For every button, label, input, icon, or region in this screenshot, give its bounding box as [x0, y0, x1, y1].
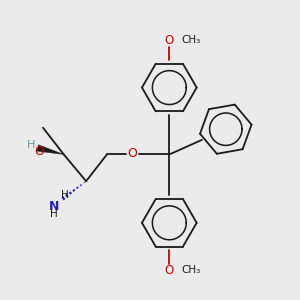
Polygon shape: [37, 145, 64, 154]
Text: CH₃: CH₃: [182, 266, 201, 275]
Text: H: H: [61, 190, 69, 200]
Text: O: O: [164, 264, 173, 277]
Text: O: O: [164, 34, 173, 46]
Text: H: H: [50, 209, 58, 220]
Text: CH₃: CH₃: [182, 35, 201, 45]
Text: H: H: [27, 140, 35, 150]
Text: N: N: [49, 200, 59, 213]
Text: O: O: [127, 147, 137, 161]
Text: O: O: [34, 145, 44, 158]
